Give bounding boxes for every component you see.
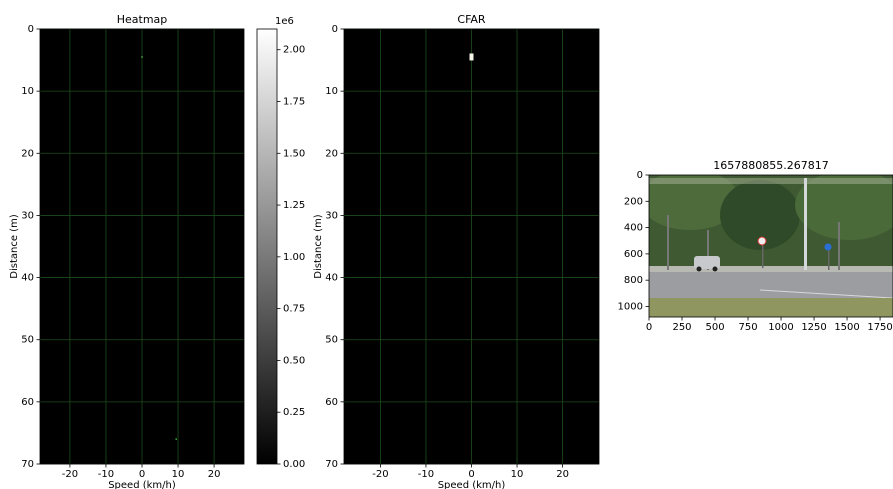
x-tick-label: 750 [738, 322, 757, 333]
y-tick-label: 800 [624, 275, 643, 286]
x-tick-label: 20 [208, 469, 221, 480]
y-tick-label: 1000 [618, 301, 643, 312]
x-tick-label: 10 [511, 469, 524, 480]
x-tick-label: -20 [372, 469, 388, 480]
y-tick-label: 70 [21, 459, 34, 470]
heat-cell [470, 53, 474, 60]
x-tick-label: 1750 [867, 322, 892, 333]
colorbar-tick-label: 2.00 [283, 45, 305, 56]
x-tick-label: 0 [646, 322, 652, 333]
x-tick-label: 1500 [834, 322, 859, 333]
y-tick-label: 600 [624, 249, 643, 260]
colorbar-tick-label: 1.00 [283, 252, 305, 263]
x-tick-label: -10 [98, 469, 114, 480]
x-tick-label: 20 [556, 469, 569, 480]
x-tick-label: 1250 [801, 322, 826, 333]
y-tick-label: 60 [325, 397, 338, 408]
x-tick-label: 10 [172, 469, 185, 480]
chart-title: Heatmap [117, 13, 168, 26]
figure: Heatmap-20-1001020010203040506070Speed (… [0, 0, 893, 489]
colorbar-tick-label: 0.50 [283, 355, 305, 366]
x-tick-label: 500 [705, 322, 724, 333]
y-tick-label: 0 [637, 170, 643, 181]
y-tick-label: 50 [325, 335, 338, 346]
x-tick-label: 0 [468, 469, 474, 480]
x-axis-label: Speed (km/h) [438, 480, 506, 489]
y-axis-label: Distance (m) [313, 214, 324, 279]
x-tick-label: -20 [62, 469, 78, 480]
y-tick-label: 0 [28, 24, 34, 35]
x-tick-label: 1000 [768, 322, 793, 333]
x-tick-label: -10 [418, 469, 434, 480]
y-tick-label: 60 [21, 397, 34, 408]
y-tick-label: 200 [624, 196, 643, 207]
chart-title: CFAR [457, 13, 486, 26]
heat-cell [175, 438, 177, 440]
colorbar-tick-label: 0.00 [283, 459, 305, 470]
y-tick-label: 400 [624, 223, 643, 234]
x-axis-label: Speed (km/h) [108, 480, 176, 489]
x-tick-label: 250 [672, 322, 691, 333]
y-tick-label: 30 [325, 210, 338, 221]
photo [640, 170, 893, 317]
y-axis-label: Distance (m) [9, 214, 20, 279]
y-tick-label: 10 [21, 86, 34, 97]
colorbar-offset: 1e6 [275, 16, 294, 27]
x-tick-label: 0 [139, 469, 145, 480]
y-tick-label: 40 [21, 273, 34, 284]
colorbar-tick-label: 1.50 [283, 148, 305, 159]
colorbar-tick-label: 1.25 [283, 200, 305, 211]
heat-cell [141, 56, 143, 58]
y-tick-label: 50 [21, 335, 34, 346]
y-tick-label: 20 [21, 148, 34, 159]
y-tick-label: 70 [325, 459, 338, 470]
y-tick-label: 0 [332, 24, 338, 35]
colorbar-tick-label: 1.75 [283, 97, 305, 108]
colorbar [257, 29, 277, 464]
colorbar-tick-label: 0.75 [283, 304, 305, 315]
colorbar-tick-label: 0.25 [283, 407, 305, 418]
y-tick-label: 10 [325, 86, 338, 97]
y-tick-label: 40 [325, 273, 338, 284]
y-tick-label: 20 [325, 148, 338, 159]
chart-title: 1657880855.267817 [713, 159, 828, 172]
y-tick-label: 30 [21, 210, 34, 221]
